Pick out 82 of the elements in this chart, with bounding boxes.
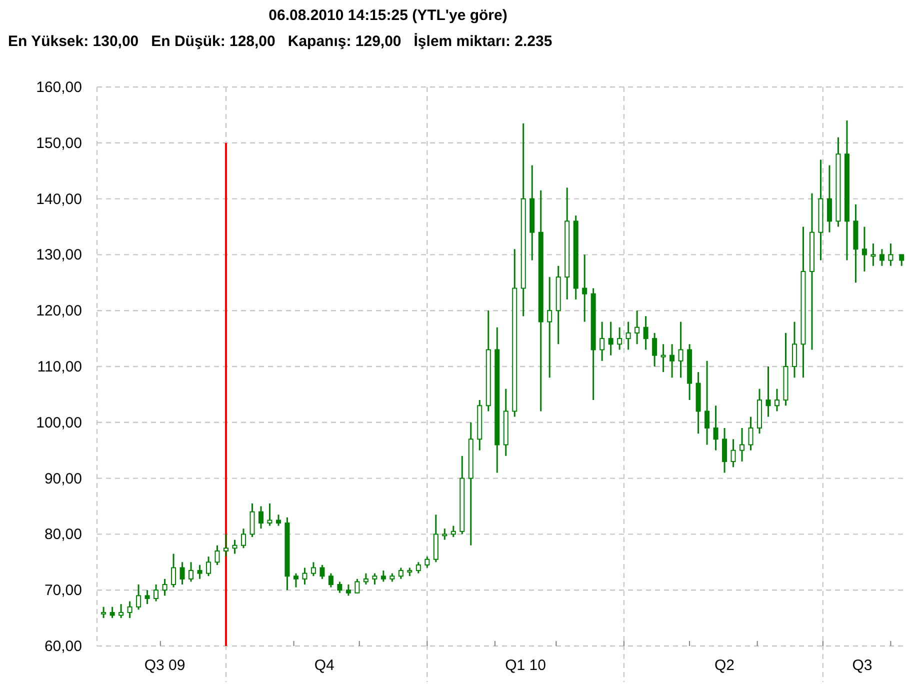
candlestick [320, 564, 325, 580]
candlestick [670, 343, 675, 378]
candlestick [110, 606, 115, 619]
candlestick [899, 254, 904, 267]
candlestick [267, 502, 272, 527]
candlestick [870, 242, 876, 267]
y-tick-label: 150,00 [36, 134, 82, 152]
candlestick [600, 321, 605, 362]
candlestick [136, 584, 142, 610]
y-tick-label: 80,00 [44, 526, 82, 544]
chart-subtitle: En Yüksek: 130,00 En Düşük: 128,00 Kapanış: 129,00 İşlem miktarı: 2.235 [8, 33, 552, 50]
candlestick [302, 566, 308, 586]
candlestick [250, 502, 255, 538]
candlestick [416, 561, 421, 574]
candlestick [660, 343, 666, 373]
y-tick-label: 60,00 [44, 638, 82, 655]
candlestick [634, 310, 640, 345]
candlestick [740, 427, 745, 462]
candlestick [310, 561, 316, 577]
candlestick [118, 603, 124, 619]
candlestick [258, 506, 264, 530]
candlestick [652, 332, 658, 368]
candlestick [748, 416, 754, 452]
candlestick [424, 556, 430, 568]
candlestick [608, 321, 614, 356]
candlestick [240, 528, 246, 549]
candlestick [774, 388, 780, 412]
candlestick [582, 254, 588, 323]
candlestick [206, 556, 212, 577]
candlestick [879, 248, 884, 267]
candlestick [888, 242, 894, 267]
chart-title: 06.08.2010 14:15:25 (YTL'ye göre) [268, 7, 508, 24]
candlestick [224, 533, 229, 558]
x-tick-label: Q1 10 [505, 657, 546, 674]
candlestick [101, 606, 106, 619]
candlestick [328, 572, 334, 588]
x-tick-label: Q4 [314, 657, 334, 674]
candlestick [363, 572, 368, 586]
candlestick [162, 578, 168, 596]
candlestick [862, 226, 867, 272]
y-tick-label: 70,00 [44, 582, 82, 600]
candlestick [442, 528, 448, 541]
candlestick [626, 321, 631, 350]
candlestick [276, 514, 281, 527]
candlestick [713, 404, 718, 452]
candlestick [704, 360, 710, 446]
candlestick [188, 561, 194, 582]
candlestick [643, 315, 648, 350]
x-tick-label: Q3 [852, 657, 872, 674]
candlestick [730, 438, 736, 468]
candlestick [144, 589, 150, 605]
candlestick [617, 326, 622, 350]
y-tick-label: 130,00 [36, 246, 82, 264]
candlestick [766, 366, 771, 418]
candlestick [372, 572, 378, 586]
candlestick [722, 427, 728, 474]
candlestick [678, 321, 684, 378]
candlestick [450, 525, 456, 538]
candlestick [380, 570, 386, 582]
candlestick [293, 572, 298, 588]
candlestick [214, 544, 220, 566]
candlestick [337, 580, 342, 594]
candlestick [232, 539, 238, 555]
candlestick [154, 584, 159, 602]
candlestick [354, 578, 360, 594]
candlestick [346, 584, 351, 596]
y-tick-label: 160,00 [36, 79, 82, 96]
y-tick-label: 100,00 [36, 414, 82, 432]
y-tick-label: 140,00 [36, 190, 82, 208]
candlestick [547, 276, 552, 378]
candlestick [792, 321, 797, 378]
candlestick [826, 164, 832, 234]
x-tick-label: Q3 09 [144, 657, 186, 674]
candlestick [127, 600, 132, 619]
candlestick [180, 561, 185, 586]
y-tick-label: 120,00 [36, 302, 82, 320]
candlestick [171, 553, 176, 588]
y-tick-label: 90,00 [44, 470, 82, 488]
candlestick [197, 564, 202, 580]
y-tick-label: 110,00 [37, 358, 82, 376]
x-tick-label: Q2 [714, 657, 735, 674]
candlestick [398, 566, 404, 580]
